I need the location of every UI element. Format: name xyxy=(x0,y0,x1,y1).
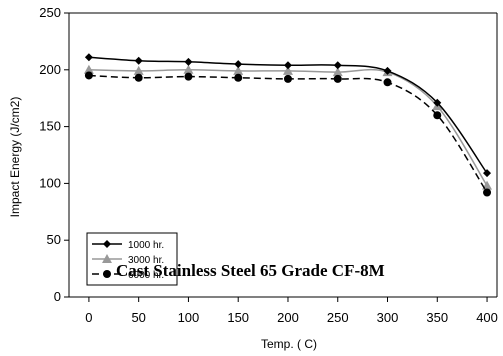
data-point xyxy=(333,61,342,70)
data-point xyxy=(483,169,492,178)
data-point xyxy=(433,98,442,107)
legend-label: 6000 hr. xyxy=(128,270,164,281)
x-tick-label: 200 xyxy=(277,310,299,325)
x-tick-label: 300 xyxy=(377,310,399,325)
data-point xyxy=(482,180,493,190)
axes xyxy=(64,12,498,302)
data-point xyxy=(234,60,243,69)
series-line xyxy=(88,68,488,187)
x-tick-label: 50 xyxy=(131,310,145,325)
data-point xyxy=(383,78,392,87)
y-tick-label: 50 xyxy=(47,232,61,247)
series-diamond xyxy=(84,53,492,178)
x-tick-label: 0 xyxy=(85,310,92,325)
legend-marker xyxy=(102,254,112,263)
data-point xyxy=(332,67,343,77)
data-point xyxy=(184,57,193,66)
data-point xyxy=(234,73,243,82)
y-tick-label: 0 xyxy=(54,289,61,304)
y-tick-label: 250 xyxy=(39,5,61,20)
data-point xyxy=(333,74,342,83)
y-tick-label: 200 xyxy=(39,62,61,77)
legend-label: 3000 hr. xyxy=(128,255,164,266)
series-triangle xyxy=(83,64,493,190)
legend-marker xyxy=(103,270,111,278)
y-tick-label: 150 xyxy=(39,119,61,134)
y-tick-label: 100 xyxy=(39,175,61,190)
series-layer xyxy=(83,53,493,197)
data-point xyxy=(134,73,143,82)
data-point xyxy=(233,65,244,75)
series-circle xyxy=(84,71,492,197)
x-axis-title: Temp. ( C) xyxy=(261,337,317,351)
data-point xyxy=(84,71,93,80)
legend: 1000 hr. 3000 hr. 6000 hr. xyxy=(86,232,178,286)
data-point xyxy=(83,64,94,74)
x-tick-label: 400 xyxy=(476,310,498,325)
chart-annotation: Cast Stainless Steel 65 Grade CF-8M xyxy=(116,261,385,280)
data-point xyxy=(184,72,193,81)
data-point xyxy=(134,56,143,65)
x-tick-label: 150 xyxy=(227,310,249,325)
data-point xyxy=(283,61,292,70)
x-tick-label: 350 xyxy=(426,310,448,325)
data-point xyxy=(84,53,93,62)
x-tick-label: 250 xyxy=(327,310,349,325)
data-point xyxy=(133,65,144,75)
legend-marker xyxy=(103,240,111,248)
data-point xyxy=(483,188,492,197)
data-point xyxy=(433,111,442,120)
data-point xyxy=(183,64,194,74)
data-point xyxy=(283,74,292,83)
tick-labels: 0 50 100 150 200 250 0 50 100 150 200 250 300 350 400 xyxy=(39,5,498,325)
legend-label: 1000 hr. xyxy=(128,240,164,251)
data-point xyxy=(282,65,293,75)
data-point xyxy=(383,66,392,75)
y-axis-title: Impact Energy (J/cm2) xyxy=(8,97,22,218)
x-tick-label: 100 xyxy=(178,310,200,325)
